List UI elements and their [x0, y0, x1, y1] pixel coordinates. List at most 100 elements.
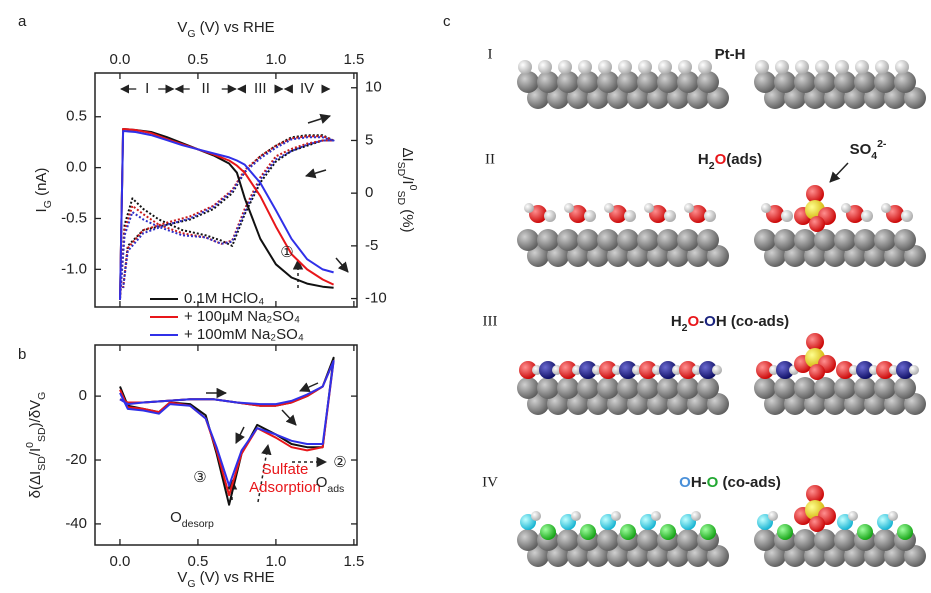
atom: [677, 377, 699, 399]
atom: [531, 511, 541, 521]
atom: [814, 229, 836, 251]
cv-curve: [120, 129, 334, 300]
atom: [677, 71, 699, 93]
y-tick-label: 0.0: [66, 159, 87, 176]
text-part: Sulfate: [262, 461, 309, 478]
atom: [861, 210, 873, 222]
annotation: ②: [333, 454, 346, 471]
atom: [538, 60, 552, 74]
atom: [848, 511, 858, 521]
x-tick-label: 0.5: [187, 553, 208, 570]
atom: [524, 203, 534, 213]
x-tick-label: 0.5: [187, 51, 208, 68]
y-tick-label: -40: [65, 515, 87, 532]
atom: [897, 524, 913, 540]
atom: [875, 60, 889, 74]
y-tick-label: -1.0: [61, 260, 87, 277]
atom: [537, 71, 559, 93]
atom: [657, 71, 679, 93]
atom: [755, 60, 769, 74]
atom: [518, 60, 532, 74]
panel-label: b: [18, 346, 26, 363]
y2-tick-label: 10: [365, 79, 382, 96]
atom: [855, 60, 869, 74]
text-part: SD: [395, 162, 407, 177]
atom: [557, 377, 579, 399]
annotation: Adsorption: [249, 479, 321, 496]
atom: [577, 377, 599, 399]
atom: [617, 229, 639, 251]
atom: [540, 524, 556, 540]
atom: [815, 60, 829, 74]
atom: [557, 71, 579, 93]
text-part: 2-: [877, 138, 887, 150]
atom: [597, 377, 619, 399]
atom: [604, 203, 614, 213]
annotation: Odesorp: [170, 509, 214, 530]
atom: [874, 377, 896, 399]
atom: [597, 529, 619, 551]
y-tick-label: 0.5: [66, 108, 87, 125]
atom: [814, 377, 836, 399]
atom: [698, 60, 712, 74]
text-part: O: [715, 151, 727, 168]
row-label: IV: [482, 474, 498, 490]
x-tick-label: 1.5: [343, 553, 364, 570]
atom: [894, 71, 916, 93]
atom: [620, 524, 636, 540]
text-part: SD: [36, 427, 48, 442]
atom: [697, 71, 719, 93]
atom: [814, 529, 836, 551]
panel-label: a: [18, 13, 27, 30]
text-part: O: [170, 509, 182, 526]
text-part: G: [42, 200, 54, 208]
row-label: I: [488, 46, 493, 62]
text-part: (V) vs RHE: [196, 569, 275, 586]
atom: [517, 529, 539, 551]
atom: [571, 511, 581, 521]
atom: [677, 229, 699, 251]
text-part: H: [671, 313, 682, 330]
atom: [544, 210, 556, 222]
text-part: SD: [395, 190, 407, 205]
atom: [794, 377, 816, 399]
cv-curve: [120, 129, 334, 300]
text-part: /I: [27, 448, 44, 456]
atom: [814, 71, 836, 93]
arrow: [830, 163, 848, 182]
atom: [768, 511, 778, 521]
text-part: H (co-ads): [716, 313, 789, 330]
atom: [841, 203, 851, 213]
x-tick-label: 1.0: [265, 553, 286, 570]
arrow: [282, 410, 296, 425]
atom: [754, 529, 776, 551]
x-tick-label: 0.0: [110, 553, 131, 570]
atom: [794, 229, 816, 251]
atom: [774, 377, 796, 399]
text-part: H-: [691, 474, 707, 491]
text-part: SD: [36, 456, 48, 471]
legend-label: + 100mM Na₂SO₄: [184, 326, 304, 343]
text-part: ③: [193, 469, 206, 486]
text-part: )/δV: [27, 400, 44, 428]
text-part: 4: [871, 150, 877, 162]
y2-tick-label: 5: [365, 131, 373, 148]
region-label: I: [145, 80, 149, 97]
y-tick-label: -20: [65, 451, 87, 468]
annotation: ①: [280, 244, 293, 261]
row-label: II: [485, 151, 495, 167]
atom: [901, 210, 913, 222]
atom: [895, 60, 909, 74]
atom: [881, 203, 891, 213]
text-part: Pt-H: [715, 46, 746, 63]
atom: [761, 203, 771, 213]
atom: [598, 60, 612, 74]
atom: [617, 377, 639, 399]
text-part: G: [187, 578, 195, 590]
atom: [894, 229, 916, 251]
atom: [644, 203, 654, 213]
atom: [691, 511, 701, 521]
text-part: ①: [280, 244, 293, 261]
atom: [658, 60, 672, 74]
text-part: 0: [24, 442, 36, 448]
